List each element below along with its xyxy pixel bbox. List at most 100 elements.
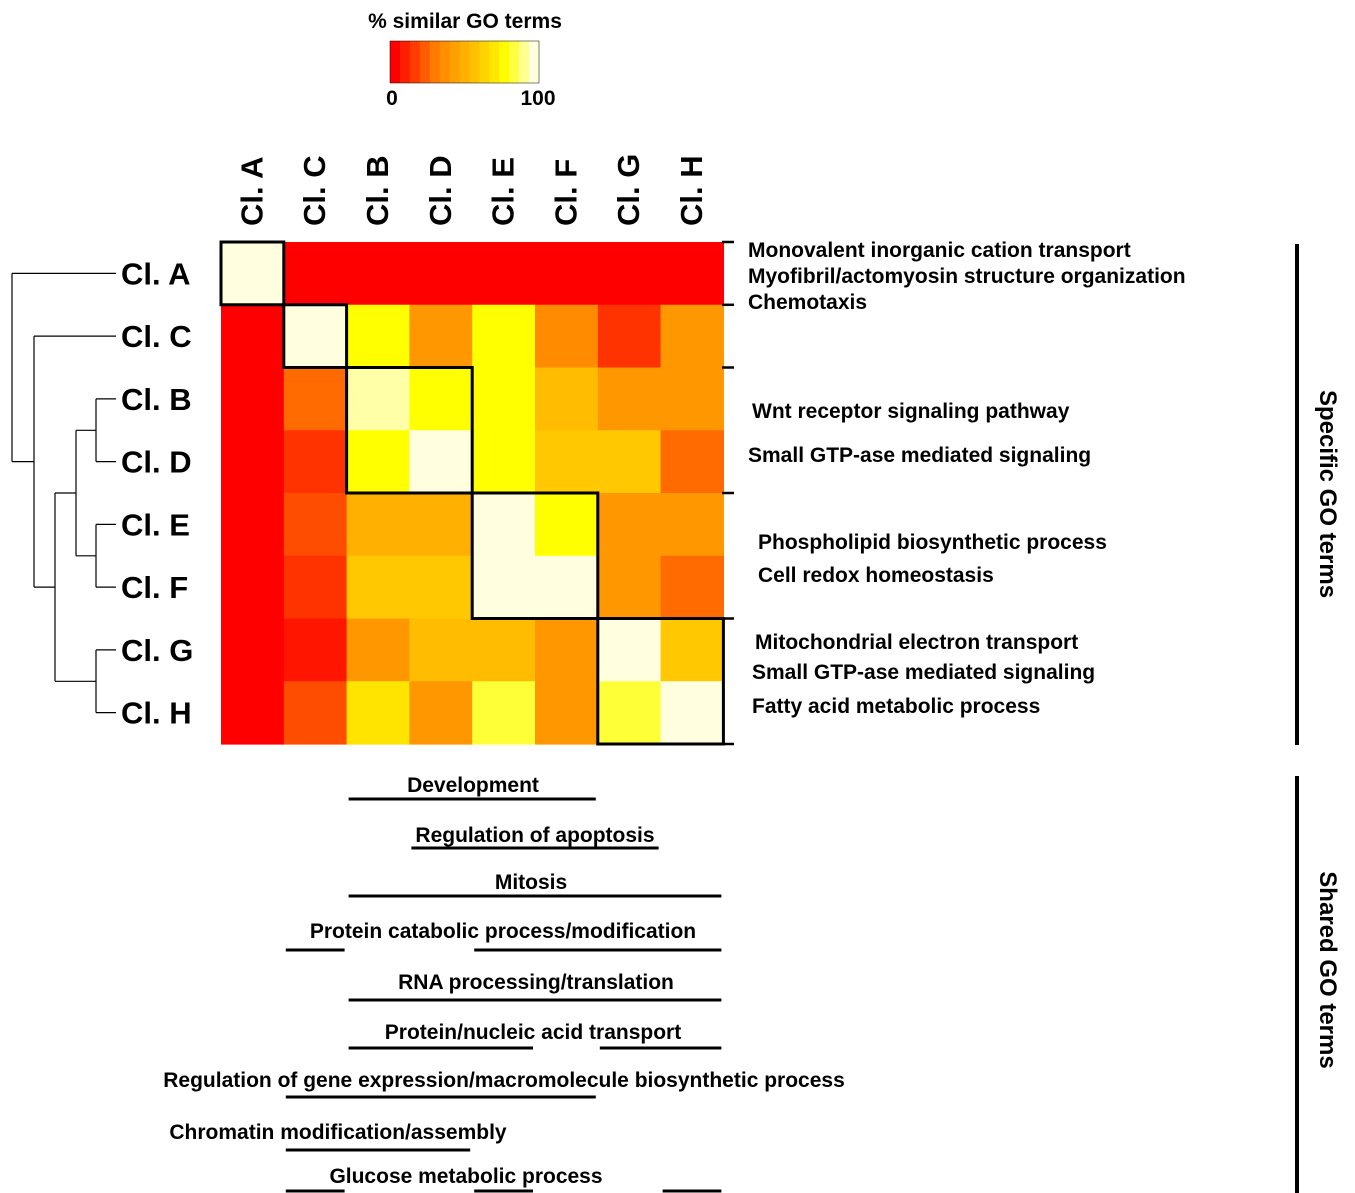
heatmap-cell: [409, 430, 473, 494]
heatmap-cell: [472, 242, 536, 306]
heatmap-cell: [221, 304, 285, 369]
heatmap-cell: [472, 430, 536, 494]
heatmap: [221, 242, 724, 745]
heatmap-cell: [535, 493, 599, 557]
colorbar-swatch: [519, 41, 530, 83]
column-label: Cl. A: [234, 157, 269, 226]
colorbar-swatch: [399, 41, 411, 83]
heatmap-cell: [221, 430, 285, 494]
shared-go-terms: Development Regulation of apoptosis Mitosi…: [163, 774, 845, 1193]
specific-go-terms-label: Specific GO terms: [1314, 390, 1341, 598]
heatmap-cell: [535, 681, 599, 745]
colorbar-title: % similar GO terms: [368, 10, 562, 33]
heatmap-cell: [346, 618, 410, 682]
heatmap-cell: [660, 367, 724, 431]
heatmap-cell: [221, 242, 285, 306]
cluster-block: [470, 491, 600, 620]
heatmap-cell: [535, 304, 599, 369]
heatmap-cell: [221, 555, 285, 620]
column-label: Cl. E: [486, 157, 521, 226]
column-label: Cl. D: [423, 155, 458, 226]
heatmap-cell: [535, 618, 599, 682]
colorbar-swatch: [499, 41, 510, 83]
column-label: Cl. G: [611, 154, 646, 226]
specific-go-term: Mitochondrial electron transport: [755, 631, 1078, 654]
heatmap-cell: [346, 430, 410, 494]
heatmap-cell: [660, 242, 724, 306]
row-labels: Cl. A Cl. C Cl. B Cl. D Cl. E Cl. F Cl. G Cl. H: [121, 256, 193, 730]
column-label: Cl. B: [360, 155, 395, 226]
heatmap-cell: [597, 304, 662, 369]
heatmap-cell: [597, 493, 662, 557]
heatmap-cell: [535, 242, 599, 306]
heatmap-cell: [283, 304, 348, 369]
heatmap-cell: [409, 367, 473, 431]
cluster-block: [219, 240, 286, 307]
specific-go-term: Small GTP-ase mediated signaling: [752, 661, 1095, 684]
colorbar-swatch: [449, 41, 461, 83]
heatmap-cell: [346, 493, 410, 557]
heatmap-cell: [660, 555, 724, 620]
row-label: Cl. E: [121, 507, 190, 542]
colorbar-swatch: [509, 41, 520, 83]
row-label: Cl. D: [121, 445, 192, 480]
heatmap-cell: [221, 493, 285, 557]
row-label: Cl. H: [121, 696, 192, 731]
colorbar-swatch: [529, 41, 540, 83]
colorbar-swatches: [389, 40, 540, 84]
specific-go-term: Chemotaxis: [748, 291, 867, 314]
heatmap-cell: [221, 618, 285, 682]
heatmap-cell: [409, 555, 473, 620]
colorbar-swatch: [390, 41, 401, 83]
heatmap-cell: [472, 555, 536, 620]
colorbar-swatch: [439, 41, 451, 83]
colorbar-swatch: [409, 41, 421, 83]
cluster-blocks: [219, 240, 725, 746]
heatmap-cell: [472, 304, 536, 369]
heatmap-cell: [409, 304, 473, 369]
colorbar-swatch: [479, 41, 490, 83]
heatmap-cell: [660, 430, 724, 494]
heatmap-cell: [283, 367, 348, 431]
dendrogram: [11, 272, 116, 714]
specific-go-term: Wnt receptor signaling pathway: [752, 400, 1070, 423]
heatmap-cell: [346, 367, 410, 431]
heatmap-cell: [283, 242, 348, 306]
heatmap-cell: [597, 681, 662, 745]
heatmap-cell: [660, 493, 724, 557]
row-label: Cl. B: [121, 382, 192, 417]
shared-go-term: Protein catabolic process/modification: [310, 920, 696, 943]
colorbar-max-label: 100: [520, 87, 555, 110]
heatmap-cell: [221, 681, 285, 745]
shared-go-term: Development: [407, 774, 539, 797]
heatmap-cell: [597, 367, 662, 431]
heatmap-cell: [283, 555, 348, 620]
heatmap-cell: [472, 681, 536, 745]
shared-go-term: RNA processing/translation: [398, 971, 674, 994]
colorbar-swatch: [489, 41, 500, 83]
row-label: Cl. C: [121, 319, 192, 354]
shared-go-term: Protein/nucleic acid transport: [385, 1021, 681, 1044]
cluster-block: [596, 617, 725, 746]
specific-go-terms: Monovalent inorganic cation transport Myo…: [722, 239, 1186, 746]
shared-go-term: Regulation of apoptosis: [415, 824, 654, 847]
shared-go-term: Glucose metabolic process: [329, 1165, 602, 1188]
specific-go-term: Myofibril/actomyosin structure organizat…: [748, 265, 1186, 288]
heatmap-cell: [283, 681, 348, 745]
heatmap-cell: [597, 555, 662, 620]
heatmap-cell: [597, 430, 662, 494]
heatmap-cell: [221, 367, 285, 431]
shared-go-term: Mitosis: [495, 871, 567, 894]
heatmap-cell: [535, 555, 599, 620]
heatmap-cell: [409, 242, 473, 306]
specific-go-term: Small GTP-ase mediated signaling: [748, 444, 1091, 467]
colorbar-swatch: [469, 41, 480, 83]
shared-go-term: Regulation of gene expression/macromolec…: [163, 1069, 845, 1092]
heatmap-cell: [597, 242, 662, 306]
heatmap-cell: [660, 618, 724, 682]
cluster-block: [345, 366, 474, 495]
row-label: Cl. F: [121, 570, 188, 605]
shared-go-terms-label: Shared GO terms: [1314, 871, 1341, 1068]
heatmap-cell: [409, 681, 473, 745]
heatmap-cell: [409, 618, 473, 682]
